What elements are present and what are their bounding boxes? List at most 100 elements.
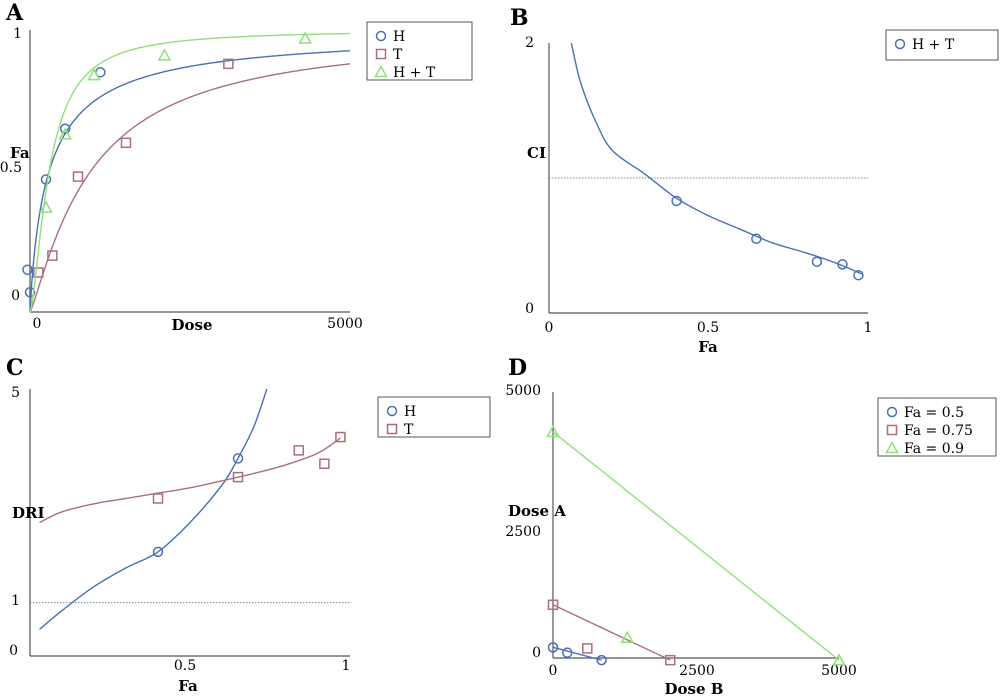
data-point [853, 269, 864, 281]
series-c-0 [39, 388, 268, 630]
legend-c: HT [377, 396, 491, 438]
legend-box [885, 29, 999, 61]
series-curve [552, 431, 840, 661]
legend-box [366, 21, 473, 81]
data-point [665, 654, 676, 666]
y-tick-label: 0 [525, 301, 534, 317]
y-tick-label: 1 [11, 593, 20, 609]
x-tick-label: 0.5 [174, 658, 196, 674]
panel-letter-b: B [510, 5, 529, 31]
series-curve [39, 437, 341, 524]
legend-d: Fa = 0.5 Fa = 0.75 Fa = 0.9 [877, 397, 997, 457]
x-tick-label: 1 [864, 320, 873, 336]
series-a-1 [29, 58, 351, 313]
data-point [33, 267, 44, 278]
data-point [582, 643, 593, 654]
y-tick-label: 5000 [505, 383, 541, 399]
x-tick-label: 0 [549, 663, 558, 679]
legend-marker [374, 64, 388, 78]
x-tick-label: 5000 [327, 316, 363, 332]
data-point [319, 458, 330, 470]
legend-label: Fa = 0.75 [904, 423, 973, 439]
x-tick-label: 0 [33, 316, 42, 332]
data-point [751, 233, 762, 244]
series-d-2 [546, 424, 846, 666]
legend-label: H [404, 404, 416, 420]
data-point [22, 264, 33, 275]
data-point [596, 654, 607, 666]
data-point [58, 127, 72, 140]
series-curve [552, 604, 671, 661]
data-point [811, 256, 823, 267]
data-point [87, 68, 101, 81]
legend-marker [386, 423, 398, 435]
x-axis-title: Fa [698, 338, 718, 356]
x-tick-label: 0.5 [697, 320, 719, 336]
legend-label: Fa = 0.9 [904, 441, 964, 457]
legend-label: T [404, 422, 414, 438]
data-point [562, 647, 573, 658]
series-a-2 [29, 31, 350, 313]
series-curve [39, 388, 268, 630]
series-curve [570, 42, 862, 275]
panel-a: A 0 5000 0 0.5 1 Dose Fa HT H + T [0, 0, 473, 334]
legend-box [877, 397, 997, 457]
legend-marker [375, 30, 387, 42]
data-point [335, 431, 346, 443]
series-d-1 [547, 599, 676, 666]
data-point [298, 31, 312, 44]
y-tick-label: 0 [11, 288, 20, 304]
data-point [152, 546, 164, 558]
data-point [671, 195, 682, 207]
data-point [546, 424, 560, 438]
legend-label: Fa = 0.5 [904, 405, 964, 421]
legend-marker [894, 38, 906, 50]
data-point [223, 58, 234, 70]
y-tick-label: 1 [13, 26, 22, 42]
y-axis-title: DRI [12, 504, 45, 522]
x-axis-title: Fa [178, 677, 198, 695]
panel-c: C 0.5 1 0 1 5 Fa DRI HT [6, 355, 491, 695]
legend-marker [886, 406, 898, 418]
legend-marker [375, 48, 387, 60]
y-axis-title: CI [527, 144, 546, 162]
panel-letter-c: C [6, 355, 24, 381]
data-point [837, 259, 848, 270]
series-curve [29, 50, 351, 313]
legend-box [377, 396, 491, 438]
y-tick-label: 5 [11, 385, 20, 401]
legend-label: T [393, 47, 403, 63]
x-axis-title: Dose B [665, 680, 724, 698]
legend-b: H + T [885, 29, 999, 61]
y-tick-label: 2500 [505, 524, 541, 540]
data-point [832, 653, 846, 666]
series-b-0 [570, 42, 864, 281]
data-point [232, 471, 244, 483]
data-point [72, 171, 84, 182]
series-curve [552, 646, 602, 661]
y-axis-title: Dose A [508, 502, 566, 520]
data-point [152, 493, 164, 504]
legend-label: H [393, 29, 405, 45]
data-point [120, 137, 132, 149]
y-axis-title: Fa [10, 144, 30, 162]
y-tick-label: 0 [9, 643, 18, 659]
series-d-0 [547, 642, 607, 666]
legend-label: H + T [912, 37, 955, 53]
x-tick-label: 0 [545, 320, 554, 336]
panel-letter-d: D [508, 355, 527, 381]
panel-letter-a: A [5, 0, 24, 26]
data-point [620, 630, 635, 644]
data-point [47, 250, 58, 261]
series-curve [29, 32, 350, 313]
data-point [547, 599, 559, 611]
legend-marker [885, 440, 899, 454]
data-point [157, 48, 172, 61]
data-point [39, 200, 53, 213]
data-point [547, 642, 559, 653]
y-tick-label: 0.5 [0, 160, 22, 176]
x-axis-title: Dose [171, 316, 212, 334]
legend-a: HT H + T [366, 21, 473, 81]
legend-label: H + T [393, 65, 436, 81]
